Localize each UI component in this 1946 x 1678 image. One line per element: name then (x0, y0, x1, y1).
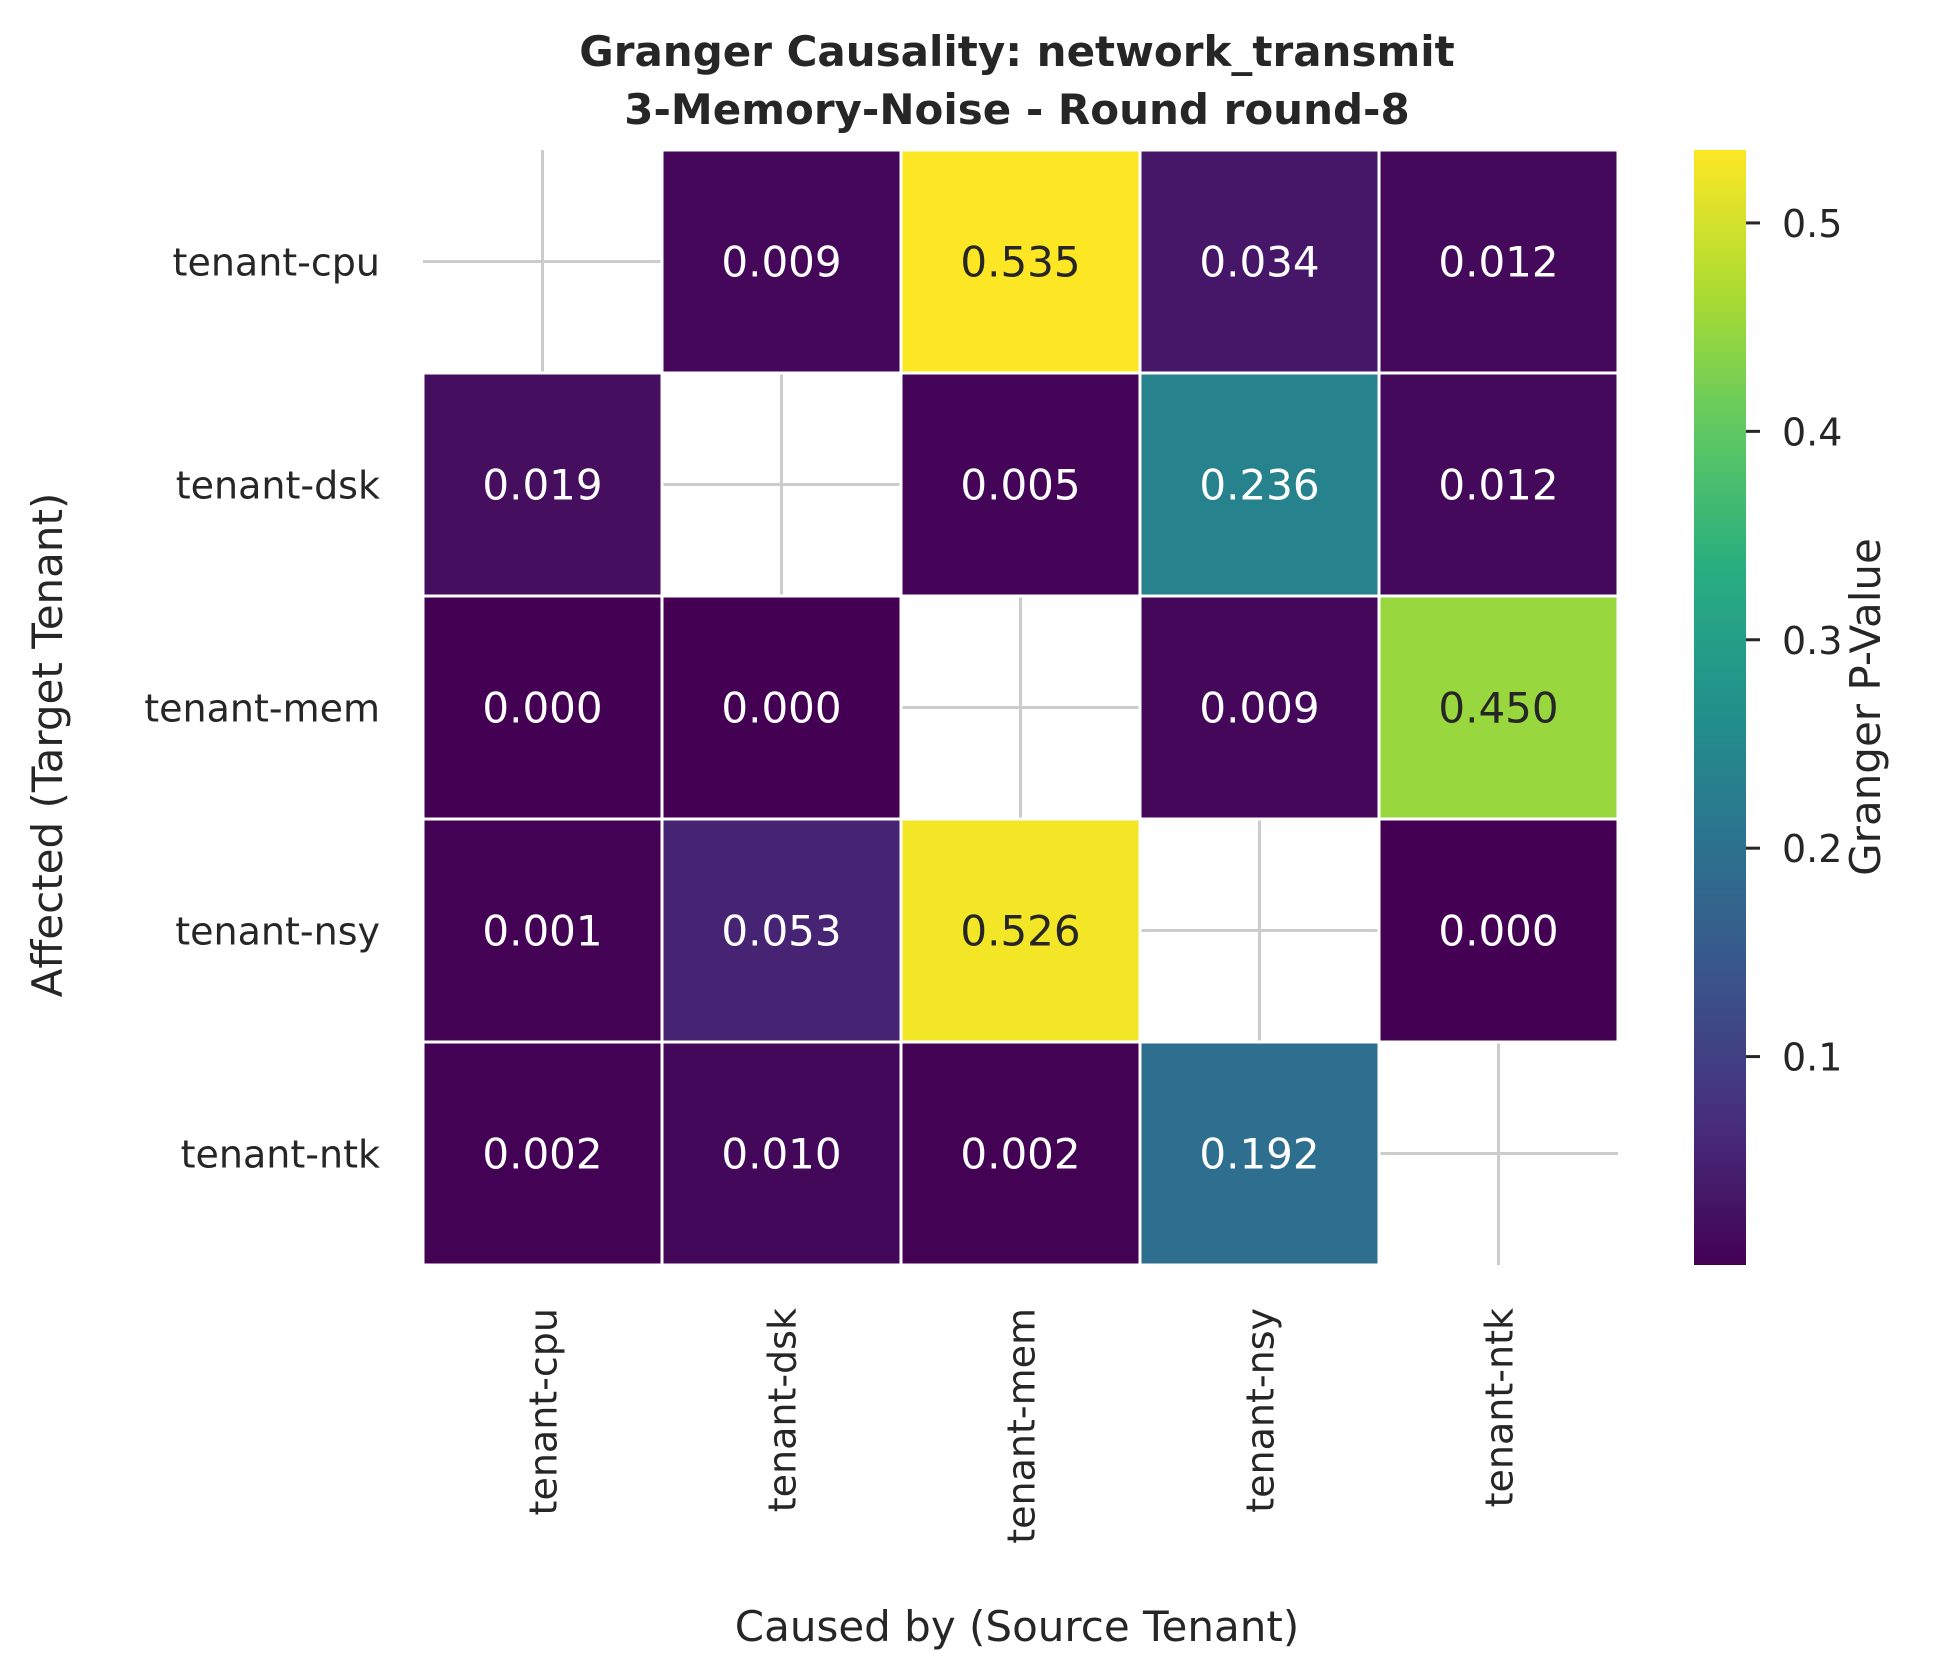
cell-value-label: 0.009 (1199, 684, 1319, 733)
cell-value-label: 0.526 (960, 907, 1080, 956)
cell-value-label: 0.019 (482, 461, 602, 510)
heatmap-cell (421, 817, 664, 1044)
y-tick-label: tenant-ntk (181, 1133, 380, 1177)
cell-labels: 0.009 0.535 0.034 0.012 0.019 0.005 0.236 0.012… (482, 238, 1558, 1179)
colorbar-ticks: 0.1 0.2 0.3 0.4 0.5 (1746, 202, 1842, 1080)
colorbar-tick-label: 0.4 (1782, 410, 1842, 454)
x-tick-label: tenant-mem (1000, 1308, 1044, 1544)
heatmap-cell (421, 371, 664, 598)
colorbar (1694, 150, 1746, 1265)
cell-value-label: 0.002 (960, 1130, 1080, 1179)
heatmap-cell (1377, 371, 1620, 598)
cell-value-label: 0.002 (482, 1130, 602, 1179)
x-tick-label: tenant-nsy (1239, 1308, 1283, 1513)
heatmap-cell (660, 594, 903, 821)
heatmap-cell (660, 817, 903, 1044)
chart-subtitle: 3-Memory-Noise - Round round-8 (624, 85, 1409, 134)
x-tick-label: tenant-ntk (1478, 1308, 1522, 1507)
cell-value-label: 0.053 (721, 907, 841, 956)
heatmap-cell (899, 1040, 1142, 1267)
heatmap-cell (899, 817, 1142, 1044)
cell-value-label: 0.001 (482, 907, 602, 956)
colorbar-label: Granger P-Value (1841, 538, 1890, 876)
cell-value-label: 0.535 (960, 238, 1080, 287)
heatmap-cell (660, 1040, 903, 1267)
colorbar-tick-label: 0.2 (1782, 827, 1842, 871)
cell-value-label: 0.000 (482, 684, 602, 733)
x-axis-ticks: tenant-cpu tenant-dsk tenant-mem tenant-nsy… (522, 1308, 1522, 1544)
heatmap-cell (1377, 148, 1620, 375)
cell-value-label: 0.005 (960, 461, 1080, 510)
cell-value-label: 0.000 (721, 684, 841, 733)
heatmap-cell (1138, 1040, 1381, 1267)
heatmap-cell (899, 148, 1142, 375)
heatmap-cell (1377, 594, 1620, 821)
cell-value-label: 0.012 (1438, 461, 1558, 510)
y-tick-label: tenant-nsy (175, 910, 380, 954)
y-tick-label: tenant-mem (144, 687, 380, 731)
x-tick-label: tenant-cpu (522, 1308, 566, 1515)
y-tick-label: tenant-cpu (173, 241, 380, 285)
heatmap-cell (421, 594, 664, 821)
cell-value-label: 0.034 (1199, 238, 1319, 287)
colorbar-tick-label: 0.1 (1782, 1036, 1842, 1080)
heatmap-cell (1138, 594, 1381, 821)
y-axis-label: Affected (Target Tenant) (23, 493, 72, 998)
heatmap-cell (1377, 817, 1620, 1044)
heatmap-cell (899, 371, 1142, 598)
cell-value-label: 0.450 (1438, 684, 1558, 733)
y-tick-label: tenant-dsk (176, 464, 380, 508)
y-axis-ticks: tenant-cpu tenant-dsk tenant-mem tenant-nsy… (144, 241, 380, 1177)
chart-title: Granger Causality: network_transmit (579, 27, 1454, 76)
cell-value-label: 0.236 (1199, 461, 1319, 510)
x-axis-label: Caused by (Source Tenant) (735, 1602, 1299, 1651)
heatmap-cell (1138, 371, 1381, 598)
cell-value-label: 0.192 (1199, 1130, 1319, 1179)
colorbar-tick-label: 0.3 (1782, 619, 1842, 663)
cell-value-label: 0.000 (1438, 907, 1558, 956)
heatmap-cell (421, 1040, 664, 1267)
cell-value-label: 0.010 (721, 1130, 841, 1179)
cell-value-label: 0.009 (721, 238, 841, 287)
colorbar-tick-label: 0.5 (1782, 202, 1842, 246)
x-tick-label: tenant-dsk (761, 1308, 805, 1512)
heatmap-cells (421, 148, 1620, 1267)
cell-value-label: 0.012 (1438, 238, 1558, 287)
